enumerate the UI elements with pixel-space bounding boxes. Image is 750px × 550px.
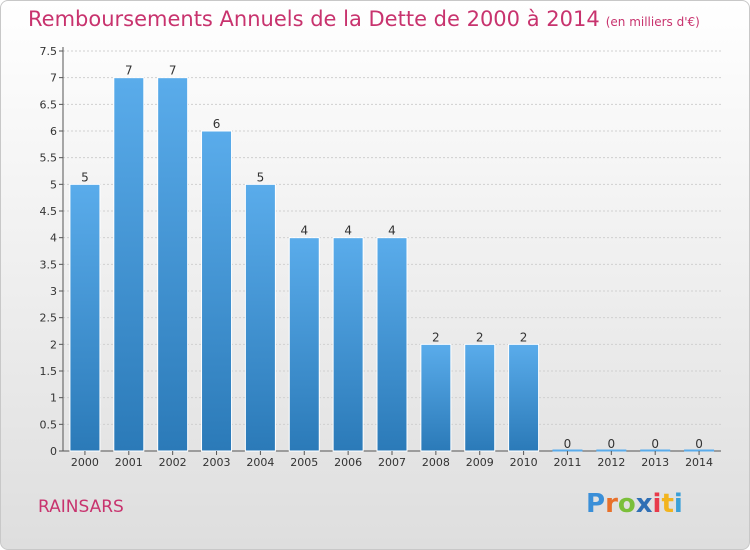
x-tick-label: 2009 xyxy=(466,456,494,469)
chart-title: Remboursements Annuels de la Dette de 20… xyxy=(28,7,700,31)
logo-letter: i xyxy=(652,489,662,519)
y-tick-label: 6.5 xyxy=(40,98,58,111)
bar-value-label: 2 xyxy=(476,330,484,344)
logo-letter: o xyxy=(617,489,636,519)
x-tick-label: 2000 xyxy=(71,456,99,469)
bar-2008 xyxy=(420,343,452,452)
x-tick-label: 2007 xyxy=(378,456,406,469)
bar-value-label: 0 xyxy=(651,437,659,451)
y-tick-label: 4 xyxy=(50,232,57,245)
y-tick-label: 4.5 xyxy=(40,205,58,218)
x-tick-label: 2012 xyxy=(597,456,625,469)
x-tick-label: 2003 xyxy=(203,456,231,469)
bar-value-label: 4 xyxy=(300,224,308,238)
y-tick-label: 1 xyxy=(50,392,57,405)
y-tick-label: 5 xyxy=(50,178,57,191)
logo-letter: P xyxy=(586,489,606,519)
x-tick-label: 2006 xyxy=(334,456,362,469)
x-tick-label: 2004 xyxy=(246,456,274,469)
bar-value-label: 5 xyxy=(81,170,89,184)
x-tick-label: 2008 xyxy=(422,456,450,469)
y-tick-label: 3 xyxy=(50,285,57,298)
y-tick-label: 7.5 xyxy=(40,45,58,58)
bar-value-label: 5 xyxy=(257,170,265,184)
bar-value-label: 0 xyxy=(564,437,572,451)
bar-value-label: 2 xyxy=(432,330,440,344)
bar-value-label: 0 xyxy=(608,437,616,451)
bar-value-label: 2 xyxy=(520,330,528,344)
logo-letter: r xyxy=(605,489,618,519)
y-tick-label: 5.5 xyxy=(40,152,58,165)
y-tick-label: 1.5 xyxy=(40,365,58,378)
bar-value-label: 0 xyxy=(695,437,703,451)
bar-2009 xyxy=(464,343,496,452)
x-tick-label: 2005 xyxy=(290,456,318,469)
chart-subtitle: (en milliers d'€) xyxy=(605,15,700,29)
bar-2003 xyxy=(201,130,233,452)
x-tick-label: 2011 xyxy=(553,456,581,469)
y-tick-label: 6 xyxy=(50,125,57,138)
commune-name: RAINSARS xyxy=(38,497,124,517)
x-tick-label: 2002 xyxy=(159,456,187,469)
bar-2000 xyxy=(69,183,101,452)
bar-value-label: 7 xyxy=(169,64,177,78)
bar-2005 xyxy=(288,237,320,452)
x-tick-label: 2010 xyxy=(510,456,538,469)
bar-2007 xyxy=(376,237,408,452)
x-tick-label: 2013 xyxy=(641,456,669,469)
y-tick-label: 0 xyxy=(50,445,57,458)
logo-letter: x xyxy=(635,489,653,519)
y-tick-label: 3.5 xyxy=(40,258,58,271)
bar-2010 xyxy=(508,343,540,452)
bar-2006 xyxy=(332,237,364,452)
bar-2001 xyxy=(113,77,145,452)
bar-2004 xyxy=(244,183,276,452)
bar-value-label: 4 xyxy=(344,224,352,238)
logo-letter: i xyxy=(673,489,683,519)
proxiti-logo: Proxiti xyxy=(586,489,683,519)
y-tick-label: 2 xyxy=(50,338,57,351)
x-tick-label: 2001 xyxy=(115,456,143,469)
bar-2002 xyxy=(157,77,189,452)
y-tick-label: 0.5 xyxy=(40,418,58,431)
logo-letter: t xyxy=(661,489,674,519)
bar-value-label: 4 xyxy=(388,224,396,238)
y-tick-label: 2.5 xyxy=(40,312,58,325)
y-tick-label: 7 xyxy=(50,72,57,85)
chart-title-text: Remboursements Annuels de la Dette de 20… xyxy=(28,7,600,31)
bar-value-label: 7 xyxy=(125,64,133,78)
x-tick-label: 2014 xyxy=(685,456,713,469)
bar-value-label: 6 xyxy=(213,117,221,131)
